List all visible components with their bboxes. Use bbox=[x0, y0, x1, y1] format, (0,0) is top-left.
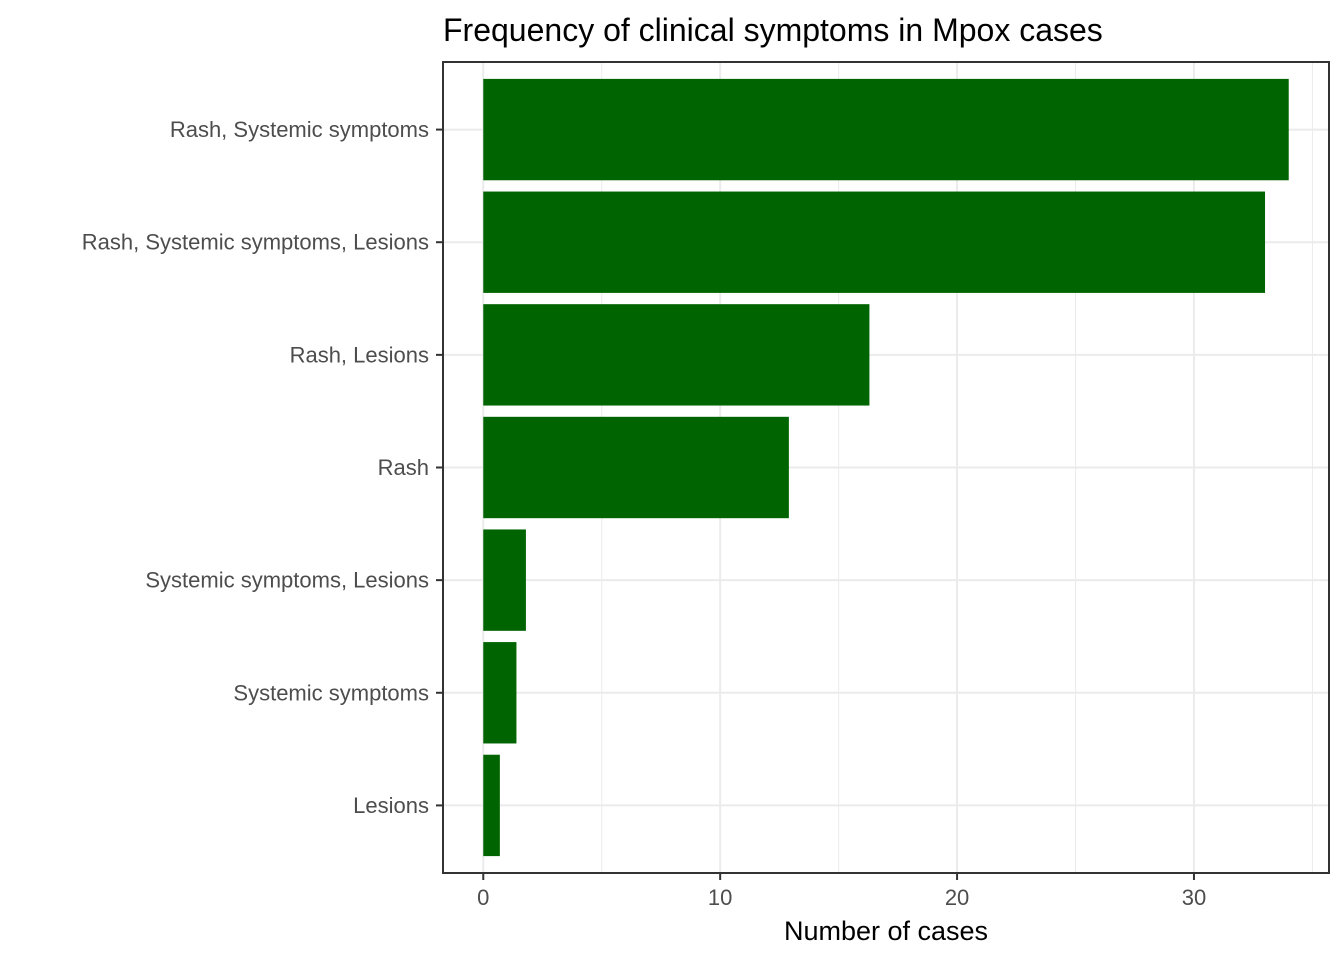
y-tick-label: Systemic symptoms, Lesions bbox=[145, 568, 429, 593]
y-tick-label: Rash bbox=[378, 455, 429, 480]
x-tick-label: 30 bbox=[1182, 885, 1206, 910]
bar bbox=[483, 642, 517, 744]
x-tick-label: 20 bbox=[945, 885, 969, 910]
bar bbox=[483, 304, 870, 406]
y-tick-label: Systemic symptoms bbox=[233, 680, 429, 705]
x-tick-label: 0 bbox=[477, 885, 489, 910]
bar bbox=[483, 78, 1289, 181]
x-axis-title: Number of cases bbox=[784, 916, 988, 946]
bars-layer bbox=[483, 78, 1289, 857]
y-tick-label: Lesions bbox=[353, 793, 429, 818]
y-tick-label: Rash, Systemic symptoms bbox=[170, 117, 429, 142]
y-tick-label: Rash, Systemic symptoms, Lesions bbox=[82, 230, 429, 255]
bar bbox=[483, 191, 1266, 293]
chart-title: Frequency of clinical symptoms in Mpox c… bbox=[443, 12, 1103, 48]
y-tick-label: Rash, Lesions bbox=[290, 342, 429, 367]
bar bbox=[483, 416, 789, 519]
bar bbox=[483, 529, 526, 631]
y-axis: Rash, Systemic symptoms Rash, Systemic sy… bbox=[82, 117, 443, 818]
x-axis: 0 10 20 30 bbox=[477, 873, 1206, 910]
bar bbox=[483, 754, 500, 857]
x-tick-label: 10 bbox=[708, 885, 732, 910]
